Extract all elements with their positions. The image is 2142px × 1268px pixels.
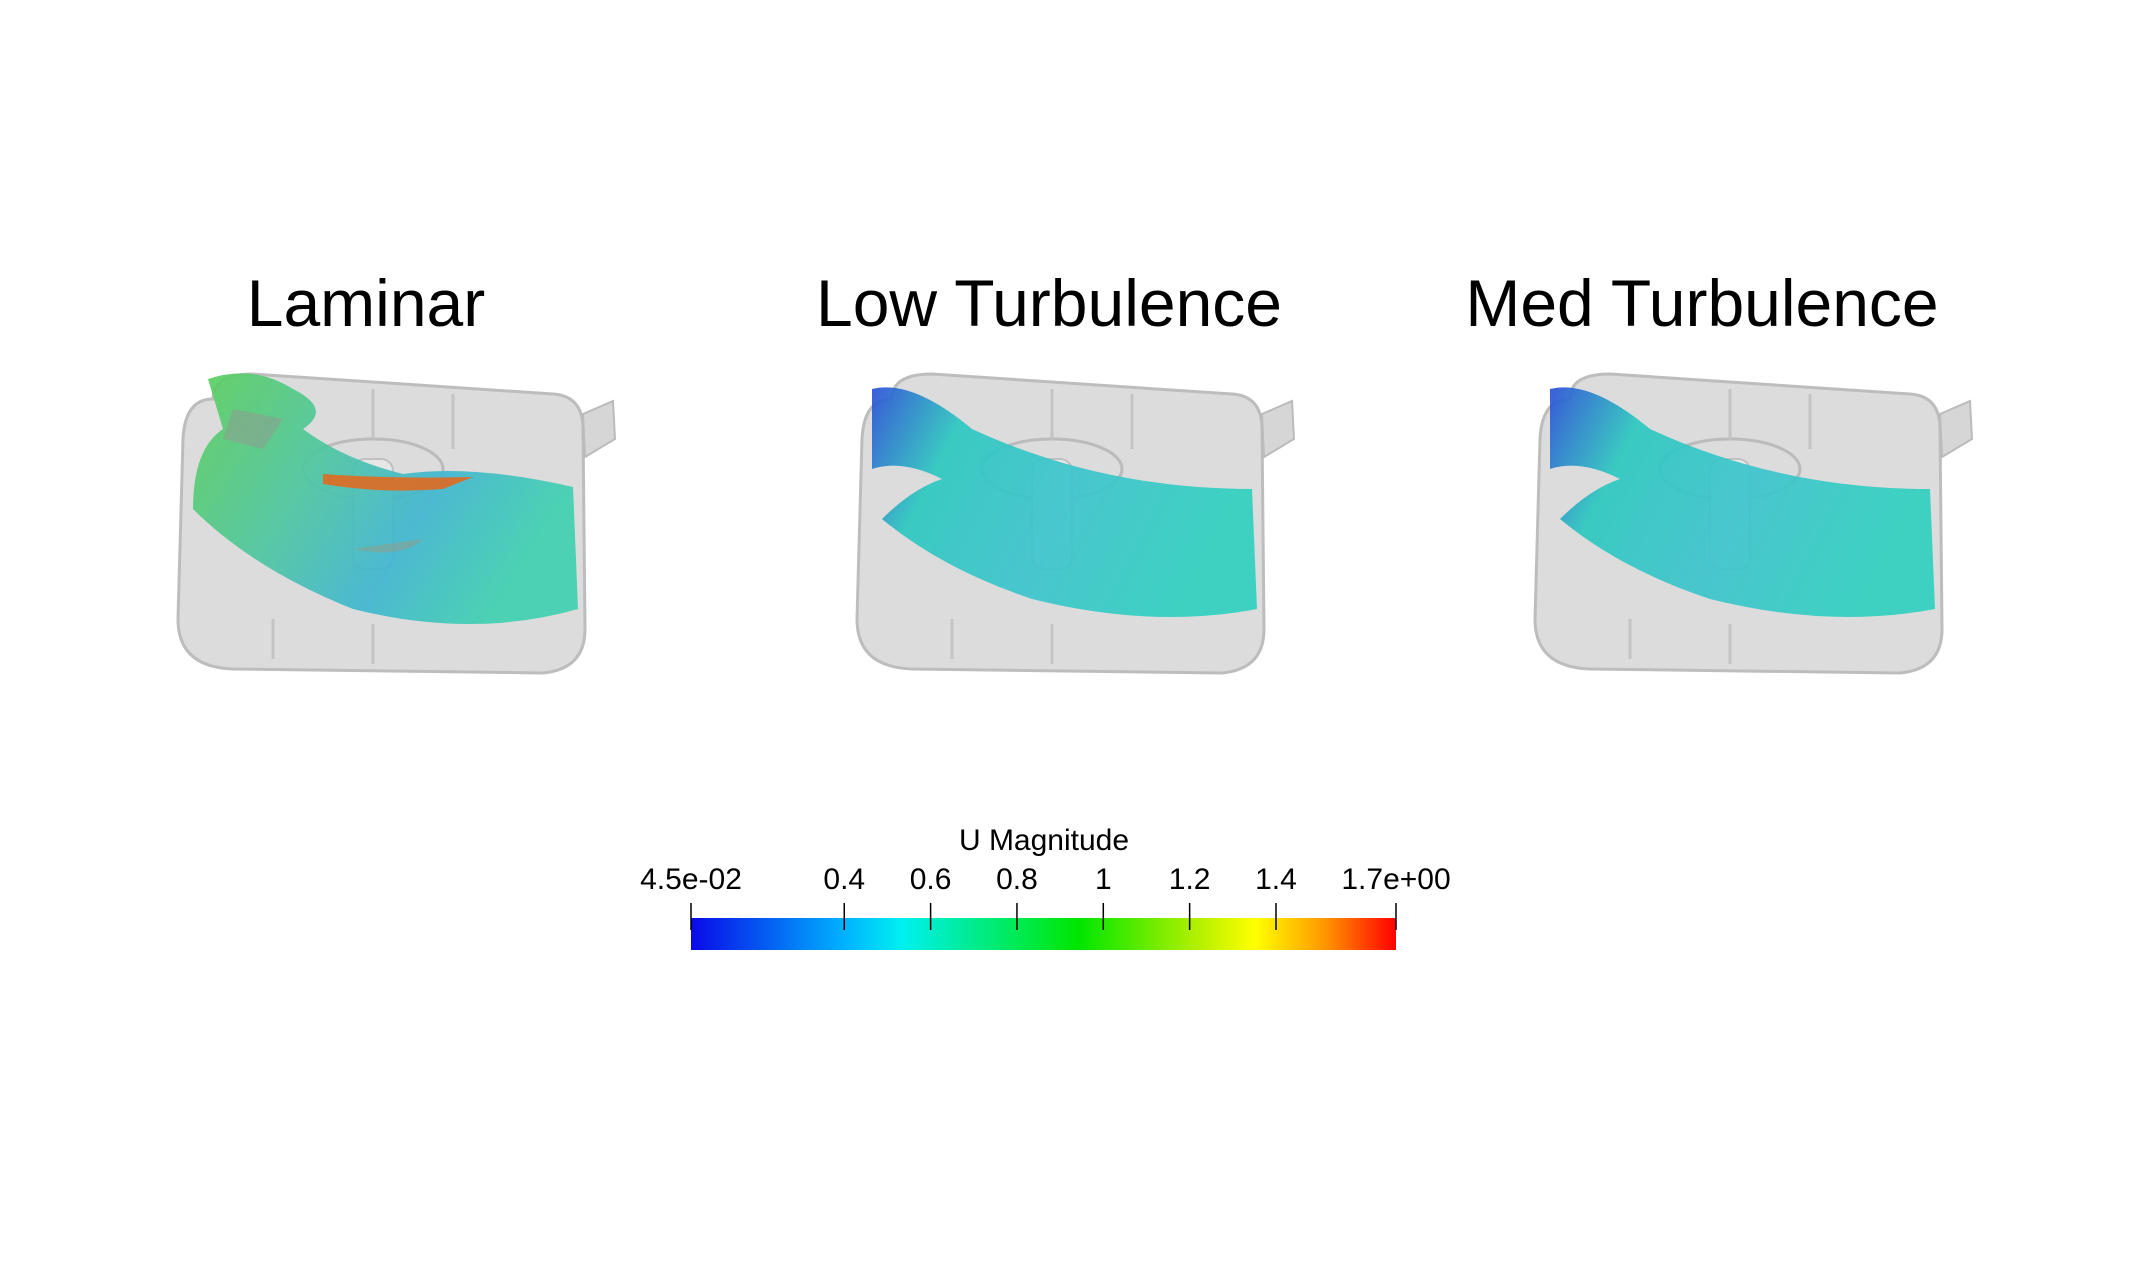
tank-med-turbulence bbox=[1533, 372, 1974, 675]
colorbar-tick-label: 0.6 bbox=[910, 863, 952, 896]
tank-laminar bbox=[176, 372, 617, 675]
colorbar-tick-label: 0.8 bbox=[996, 863, 1038, 896]
colorbar bbox=[691, 918, 1396, 950]
colorbar-tick-label: 1.7e+00 bbox=[1341, 863, 1450, 896]
colorbar-tick-label: 1.2 bbox=[1169, 863, 1211, 896]
panel-title: Med Turbulence bbox=[1465, 266, 1938, 340]
colorbar-tick-label: 1.4 bbox=[1255, 863, 1297, 896]
colorbar-ticks: 4.5e-02 0.4 0.6 0.8 1 1.2 1.4 1.7e+00 bbox=[640, 863, 1451, 930]
tank-low-turbulence bbox=[855, 372, 1296, 675]
colorbar-tick-label: 0.4 bbox=[823, 863, 865, 896]
colorbar-title: U Magnitude bbox=[959, 824, 1129, 857]
colorbar-tick-label: 4.5e-02 bbox=[640, 863, 742, 896]
colorbar-tick-label: 1 bbox=[1095, 863, 1112, 896]
panel-title: Laminar bbox=[247, 266, 485, 340]
panel-title: Low Turbulence bbox=[816, 266, 1282, 340]
